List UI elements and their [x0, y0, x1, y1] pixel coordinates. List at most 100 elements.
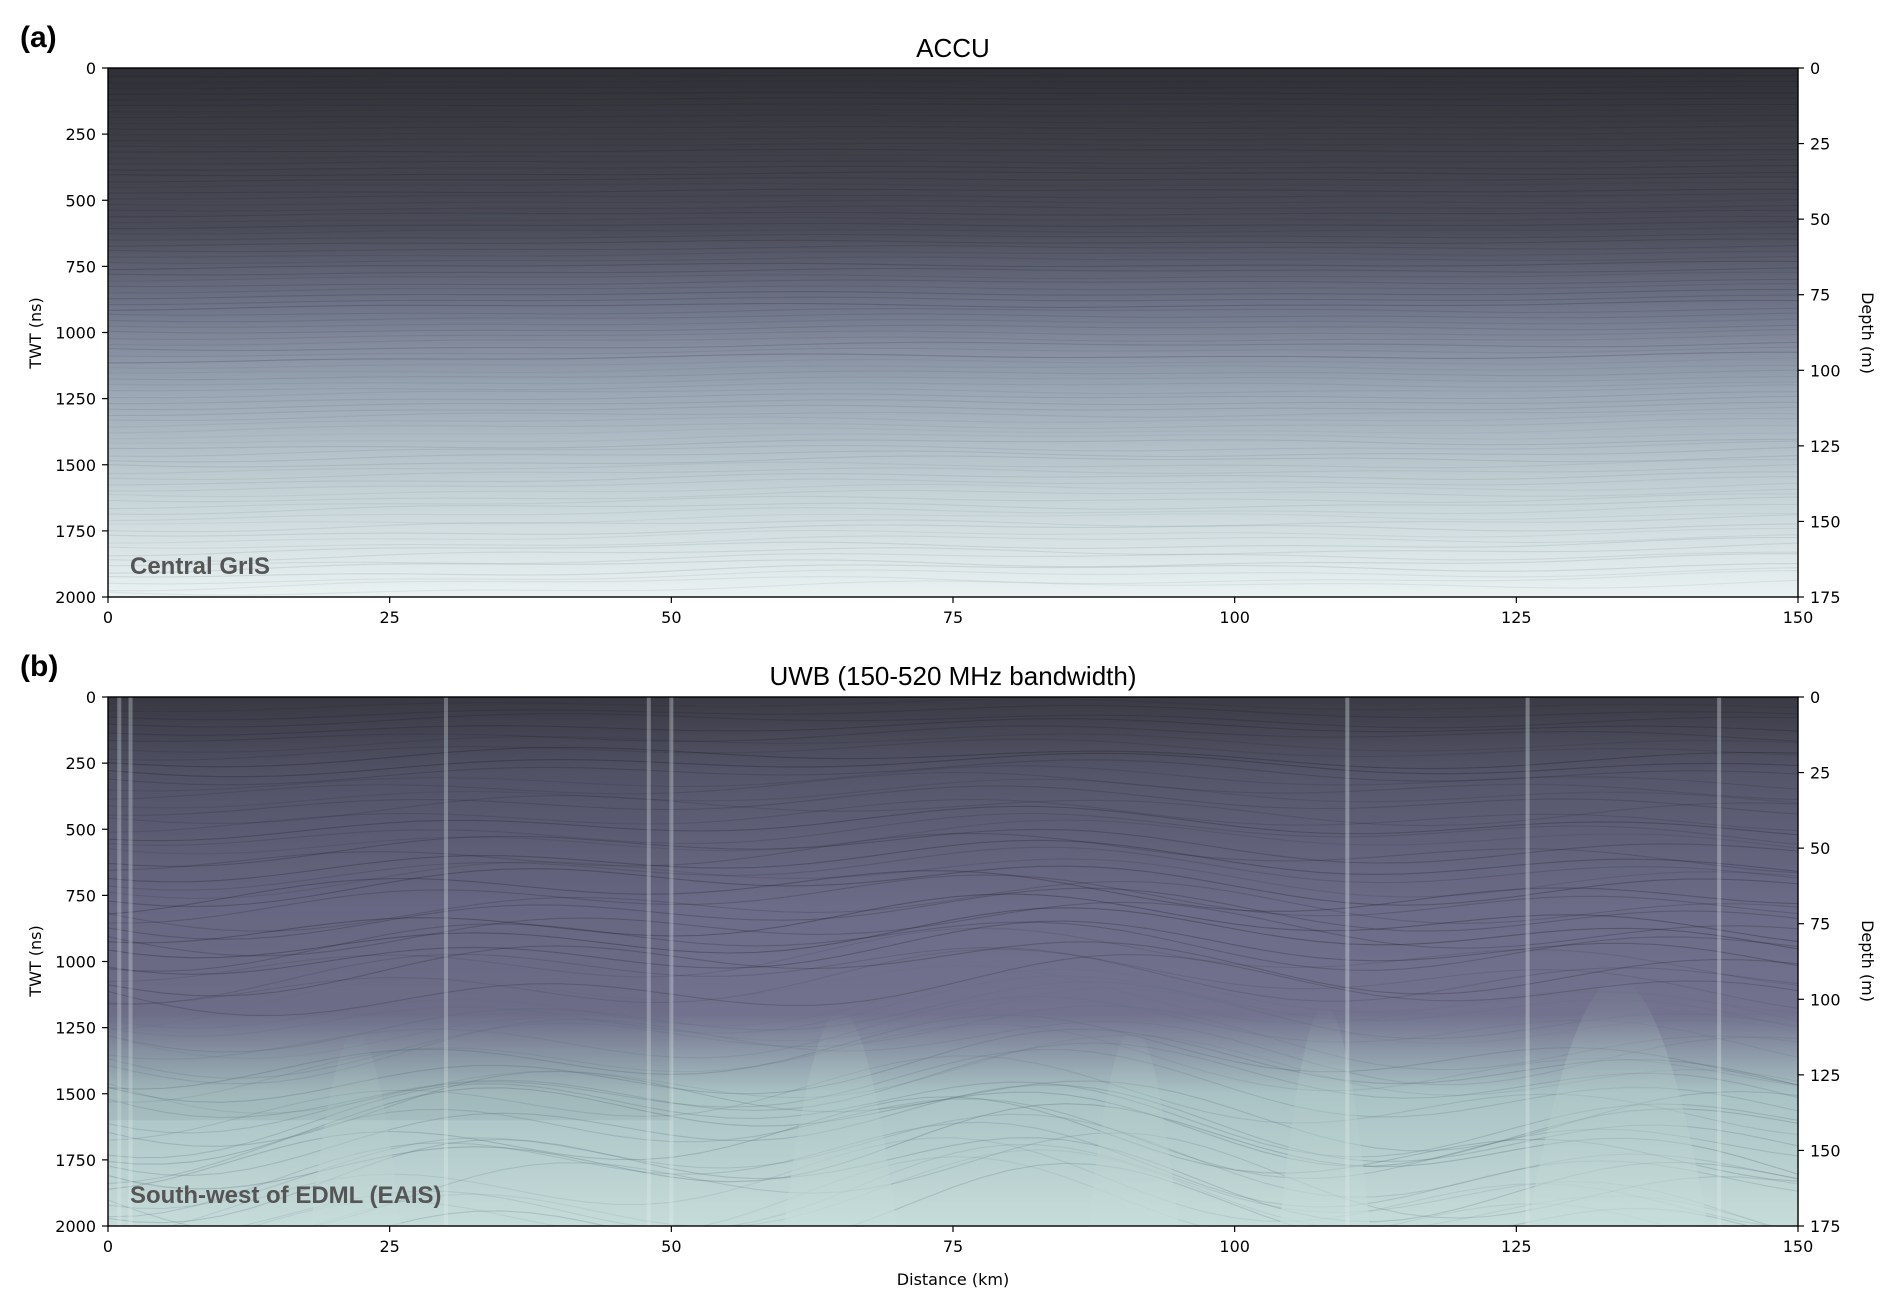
panel-a-internal-layer [108, 312, 1798, 323]
panel-a-ytick-right-label: 75 [1810, 286, 1830, 305]
panel-a-internal-layer [108, 570, 1798, 592]
panel-b-internal-layer [108, 975, 1798, 1038]
panel-b-internal-layer [108, 1084, 1798, 1176]
panel-b-xtick-label: 50 [661, 1237, 681, 1256]
panel-a-ytick-label: 1750 [55, 522, 96, 541]
panel-a-internal-layer [108, 536, 1798, 557]
panel-a-internal-layer [108, 455, 1798, 468]
panel-a-internal-layer [108, 424, 1798, 440]
panel-a-internal-layer [108, 369, 1798, 381]
panel-b-internal-layer [108, 819, 1798, 855]
panel-a-internal-layer [108, 250, 1798, 258]
panel-a-region-label: Central GrIS [130, 553, 270, 580]
panel-a-internal-layer [108, 294, 1798, 306]
panel-b-internal-layer [108, 795, 1798, 827]
panel-b-ytick-label: 1500 [55, 1085, 96, 1104]
panel-a-internal-layer [108, 351, 1798, 364]
panel-b-internal-layer [108, 968, 1798, 1029]
panel-a-internal-layer [108, 216, 1798, 224]
panel-b-region-label: South-west of EDML (EAIS) [130, 1182, 442, 1209]
panel-a-ytick-label: 250 [65, 125, 96, 144]
panel-a-xtick-label: 150 [1783, 608, 1814, 627]
panel-b-internal-layer [108, 1018, 1798, 1086]
panel-b-internal-layer [108, 752, 1798, 778]
panel-b-internal-layer [108, 1014, 1798, 1090]
panel-b-trace-stripe [117, 697, 122, 1226]
panel-a-internal-layer [108, 346, 1798, 358]
panel-b-bright-plume [310, 1032, 401, 1226]
panel-a-axes: 0 25 50 75 100 125 150025050075010001250150017… [55, 59, 1840, 627]
panel-a-internal-layer [108, 476, 1798, 492]
panel-b-xlabel: Distance (km) [897, 1270, 1009, 1289]
panel-a-internal-layer [108, 260, 1798, 271]
panel-a-internal-layer [108, 401, 1798, 417]
panel-b-internal-layer [108, 718, 1798, 736]
panel-a-internal-layer [108, 553, 1798, 574]
panel-a-layers [108, 74, 1798, 596]
panel-a-internal-layer [108, 80, 1798, 84]
panel-a-internal-layer [108, 171, 1798, 177]
panel-a-internal-layer [108, 395, 1798, 411]
panel-b-bright-plume [784, 1011, 897, 1226]
panel-b-ytick-right-label: 75 [1810, 915, 1830, 934]
panel-b-internal-layer [108, 733, 1798, 753]
panel-b-internal-layer [108, 771, 1798, 801]
panel-a-internal-layer [108, 562, 1798, 578]
panel-b-internal-layer [108, 880, 1798, 932]
panel-a-ytick-label: 500 [65, 191, 96, 210]
panel-a-internal-layer [108, 159, 1798, 165]
panel-b-title: UWB (150-520 MHz bandwidth) [769, 661, 1136, 691]
panel-b-ytick-label: 750 [65, 886, 96, 905]
panel-a-internal-layer [108, 176, 1798, 183]
panel-b-internal-layer [108, 1034, 1798, 1114]
panel-a-ytick-right-label: 50 [1810, 210, 1830, 229]
panel-b-ytick-right-label: 125 [1810, 1066, 1841, 1085]
panel-a-internal-layer [108, 136, 1798, 142]
panel-a: (a) ACCU 0 25 50 75 100 125 150025050075010001… [20, 21, 1877, 627]
panel-a-letter: (a) [20, 21, 57, 54]
panel-a-internal-layer [108, 381, 1798, 392]
panel-b-internal-layer [108, 725, 1798, 742]
panel-b: (b) UWB (150-520 MHz bandwidth) 0 25 50 75 1… [20, 650, 1877, 1289]
panel-a-internal-layer [108, 333, 1798, 346]
panel-b-xtick-label: 125 [1501, 1237, 1532, 1256]
panel-a-title: ACCU [916, 33, 990, 63]
panel-a-ytick-label: 1500 [55, 456, 96, 475]
panel-a-internal-layer [108, 142, 1798, 148]
panel-a-internal-layer [108, 579, 1798, 596]
panel-b-internal-layer [108, 798, 1798, 833]
panel-a-internal-layer [108, 523, 1798, 537]
panel-a-internal-layer [108, 283, 1798, 294]
panel-b-internal-layer [108, 698, 1798, 713]
panel-a-internal-layer [108, 328, 1798, 340]
panel-b-ytick-right-label: 100 [1810, 990, 1841, 1009]
panel-a-internal-layer [108, 375, 1798, 386]
panel-b-ytick-label: 1750 [55, 1151, 96, 1170]
panel-b-segment-shade [108, 697, 672, 1121]
panel-a-internal-layer [108, 384, 1798, 399]
panel-a-internal-layer [108, 271, 1798, 282]
panel-a-ytick-label: 1000 [55, 324, 96, 343]
panel-a-image [108, 68, 1798, 597]
panel-b-xtick-label: 25 [379, 1237, 399, 1256]
panel-a-internal-layer [108, 204, 1798, 212]
panel-b-internal-layer [108, 828, 1798, 867]
panel-b-internal-layer [108, 1087, 1798, 1167]
panel-a-internal-layer [108, 233, 1798, 241]
panel-a-internal-layer [108, 324, 1798, 334]
panel-b-internal-layer [108, 887, 1798, 940]
panel-b-internal-layer [108, 1042, 1798, 1119]
panel-b-internal-layer [108, 948, 1798, 1009]
panel-b-internal-layer [108, 1028, 1798, 1103]
panel-b-trace-stripe [128, 697, 133, 1226]
panel-a-ytick-label: 1250 [55, 390, 96, 409]
panel-a-internal-layer [108, 432, 1798, 444]
panel-b-ytick-right-label: 50 [1810, 839, 1830, 858]
panel-a-ytick-label: 2000 [55, 588, 96, 607]
panel-b-internal-layer [108, 981, 1798, 1053]
panel-b-xtick-label: 0 [103, 1237, 113, 1256]
panel-a-internal-layer [108, 97, 1798, 101]
panel-b-xtick-label: 100 [1219, 1237, 1250, 1256]
panel-a-internal-layer [108, 412, 1798, 428]
panel-b-ytick-label: 1250 [55, 1019, 96, 1038]
